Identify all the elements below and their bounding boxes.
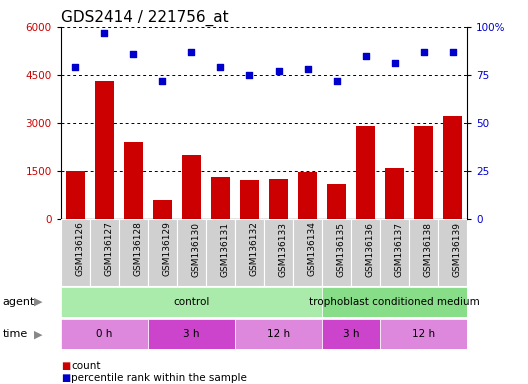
Text: GSM136135: GSM136135 (337, 222, 346, 276)
Text: 3 h: 3 h (343, 329, 360, 339)
Bar (124, 142, 143, 219)
Text: GSM136136: GSM136136 (365, 222, 375, 276)
Bar (177, 219, 206, 286)
Bar (66, 171, 84, 219)
Point (420, 49, 428, 55)
Bar (235, 219, 264, 286)
Point (245, 72, 254, 78)
Text: ▶: ▶ (34, 297, 42, 307)
Point (71, 64, 80, 70)
Bar (61, 287, 322, 317)
Text: GSM136133: GSM136133 (279, 222, 288, 276)
Text: trophoblast conditioned medium: trophoblast conditioned medium (309, 297, 480, 307)
Bar (211, 177, 230, 219)
Bar (298, 172, 317, 219)
Text: 12 h: 12 h (267, 329, 290, 339)
Text: GSM136130: GSM136130 (192, 222, 201, 276)
Point (100, 30, 109, 36)
Bar (148, 219, 177, 286)
Text: GSM136137: GSM136137 (395, 222, 404, 276)
Bar (327, 184, 346, 219)
Point (303, 66, 312, 72)
Bar (322, 319, 380, 349)
Text: 3 h: 3 h (183, 329, 200, 339)
Bar (90, 219, 119, 286)
Bar (409, 219, 438, 286)
Point (391, 60, 399, 66)
Bar (322, 219, 351, 286)
Bar (240, 180, 259, 219)
Text: GSM136134: GSM136134 (307, 222, 317, 276)
Point (333, 78, 341, 84)
Point (216, 64, 225, 70)
Point (158, 78, 167, 84)
Point (361, 53, 370, 59)
Text: GSM136138: GSM136138 (424, 222, 433, 276)
Text: GDS2414 / 221756_at: GDS2414 / 221756_at (61, 9, 228, 25)
Bar (61, 319, 148, 349)
Bar (119, 219, 148, 286)
Bar (264, 219, 293, 286)
Bar (444, 116, 462, 219)
Bar (269, 179, 288, 219)
Bar (148, 319, 235, 349)
Text: agent: agent (3, 297, 35, 307)
Bar (380, 219, 409, 286)
Text: 0 h: 0 h (96, 329, 112, 339)
Text: 12 h: 12 h (412, 329, 435, 339)
Text: control: control (173, 297, 210, 307)
Bar (322, 287, 467, 317)
Bar (414, 126, 433, 219)
Text: percentile rank within the sample: percentile rank within the sample (71, 373, 247, 383)
Bar (153, 200, 172, 219)
Bar (438, 219, 467, 286)
Bar (385, 168, 404, 219)
Point (129, 51, 138, 57)
Bar (351, 219, 380, 286)
Bar (293, 219, 322, 286)
Text: time: time (3, 329, 28, 339)
Bar (380, 319, 467, 349)
Bar (95, 81, 114, 219)
Text: GSM136128: GSM136128 (133, 222, 143, 276)
Bar (61, 219, 90, 286)
Text: GSM136131: GSM136131 (221, 222, 230, 276)
Text: count: count (71, 361, 101, 371)
Text: GSM136126: GSM136126 (76, 222, 84, 276)
Bar (206, 219, 235, 286)
Text: GSM136139: GSM136139 (453, 222, 462, 276)
Text: ■: ■ (61, 373, 70, 383)
Point (449, 49, 457, 55)
Text: GSM136132: GSM136132 (250, 222, 259, 276)
Point (275, 68, 283, 74)
Bar (235, 319, 322, 349)
Text: ▶: ▶ (34, 329, 42, 339)
Bar (182, 155, 201, 219)
Text: GSM136129: GSM136129 (163, 222, 172, 276)
Bar (356, 126, 375, 219)
Text: GSM136127: GSM136127 (105, 222, 114, 276)
Text: ■: ■ (61, 361, 70, 371)
Point (187, 49, 196, 55)
